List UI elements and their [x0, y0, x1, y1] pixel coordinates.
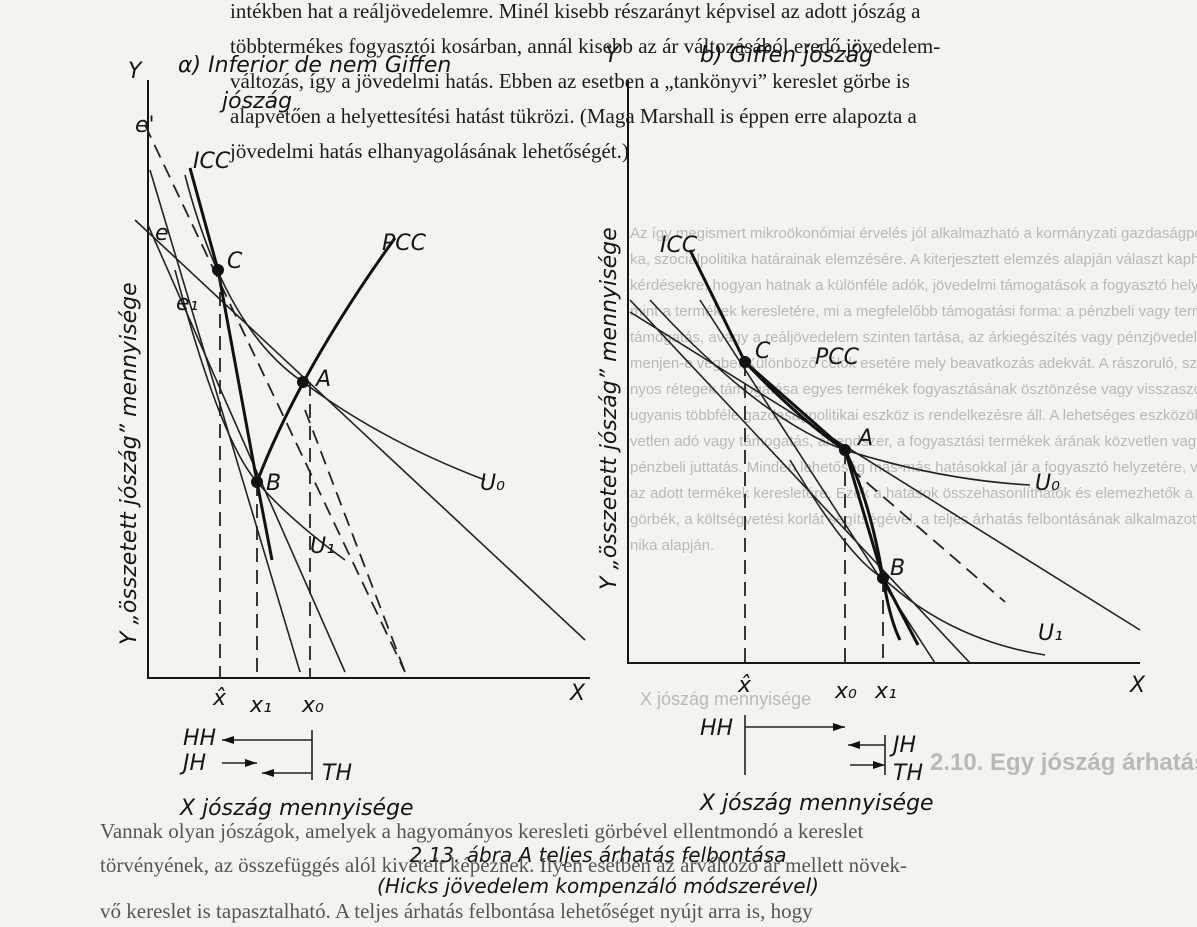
bleed-line: nika alapján. [630, 537, 714, 554]
point [251, 476, 263, 488]
pcc-curve [743, 360, 902, 641]
text-line: törvényének, az összefüggés alól kivétel… [100, 853, 907, 877]
budget-line [147, 224, 346, 673]
label: PCC [382, 231, 427, 256]
label: HH [183, 726, 216, 751]
faint-axis: X jószág mennyisége [640, 689, 811, 709]
bleed-line: támogatás, avagy a reáljövedelem szinten… [630, 329, 1197, 346]
drop-line [219, 270, 311, 678]
text-line: jövedelmi hatás elhanyagolásának lehetős… [229, 139, 629, 163]
label: X [1129, 673, 1146, 698]
label: x₁ [249, 693, 272, 718]
bleed-line: ka, szociálpolitika határainak elemzésér… [630, 251, 1197, 268]
arrow-head [833, 723, 885, 769]
left-figure: Y α) Inferior de nem Giffen jószág e' IC… [117, 53, 590, 821]
icc-curve [188, 167, 274, 561]
point [297, 376, 309, 388]
arrow-line [745, 726, 885, 766]
title: jószág [219, 89, 292, 114]
y-axis-label: Y „összetett jószág” mennyisége [117, 282, 142, 645]
label: x₁ [874, 679, 897, 704]
text-line: intékben hat a reáljövedelemre. Minél ki… [230, 0, 921, 23]
bleed-line: menjen-e végbe. Különböző célok esetére … [630, 355, 1197, 372]
point [212, 264, 224, 276]
y-axis-label: Y „összetett jószág” mennyisége [597, 227, 622, 590]
label: U₁ [310, 534, 335, 559]
bleed-line: ugyanis többféle gazdaságpolitikai eszkö… [630, 407, 1197, 424]
arrow-tick [744, 715, 886, 775]
budget-line-dashed [144, 124, 406, 673]
point [877, 572, 889, 584]
point [839, 444, 851, 456]
arrow-line [222, 739, 312, 774]
label: A [856, 426, 873, 451]
label: PCC [815, 345, 860, 370]
label: U₀ [1035, 471, 1060, 496]
arrow-head [222, 736, 274, 777]
bleed-through: Az így megismert mikroökonómiai érvelés … [630, 225, 1197, 776]
faint-heading: 2.10. Egy jószág árhatása: a Giffen-hatá… [930, 749, 1197, 776]
bleed-line: pénzbeli juttatás. Minden lehetőség más-… [630, 459, 1197, 476]
budget-line-dashed [849, 467, 1006, 603]
label: TH [893, 761, 923, 786]
label: B [890, 556, 905, 581]
drop-line [744, 362, 884, 663]
label: JH [179, 751, 206, 776]
caption: (Hicks jövedelem kompenzáló módszerével) [377, 874, 819, 898]
text-line: többtermékes fogyasztói kosárban, annál … [230, 34, 940, 58]
pcc-curve [255, 237, 397, 483]
label: TH [322, 761, 352, 786]
text-line: változás, így a jövedelmi hatás. Ebben a… [230, 69, 910, 93]
label: HH [700, 716, 733, 741]
bleed-line: mint a termékek keresletére, mi a megfel… [630, 303, 1197, 320]
label: A [314, 367, 331, 392]
bleed-line: vetlen adó vagy támogatás, árrendszer, a… [630, 433, 1197, 450]
bleed-line: az adott termékek keresletére. Ezek a ha… [630, 485, 1197, 502]
label: JH [889, 733, 916, 758]
text-line: alapvetően a helyettesítési hatást tükrö… [230, 104, 918, 128]
caption: 2.13. ábra A teljes árhatás felbontása [410, 843, 787, 867]
label: X [569, 681, 586, 706]
label: e₁ [176, 291, 198, 316]
bleed-line: nyos rétegek támogatása egyes termékek f… [630, 381, 1197, 398]
bleed-line: Az így megismert mikroökonómiai érvelés … [630, 225, 1197, 242]
label: Y [128, 59, 143, 84]
title: α) Inferior de nem Giffen [178, 53, 451, 78]
budget-line [149, 169, 301, 673]
indifference-curve [174, 269, 346, 561]
point [739, 356, 751, 368]
axes [147, 80, 590, 679]
label: C [755, 339, 771, 364]
label: C [227, 249, 243, 274]
right-figure: Y b) Giffen jószág ICC C PCC A U₀ B U₁ Y… [597, 43, 1146, 816]
x-axis-label: X jószág mennyisége [699, 791, 934, 816]
bleed-line: görbék, a költségvetési korlát segítségé… [630, 511, 1197, 528]
text-line: Vannak olyan jószágok, amelyek a hagyomá… [100, 819, 863, 843]
label: ICC [660, 233, 698, 258]
x-axis-label: X jószág mennyisége [179, 796, 414, 821]
bleed-line: kérdésekre, hogyan hatnak a különféle ad… [630, 277, 1197, 294]
text-line: vő kereslet is tapasztalható. A teljes á… [100, 899, 813, 923]
label: x₀ [301, 693, 324, 718]
label: e [155, 221, 169, 246]
budget-line-dashed [304, 409, 406, 673]
bottom-text: Vannak olyan jószágok, amelyek a hagyomá… [100, 819, 907, 923]
label: e' [135, 113, 155, 138]
label: U₁ [1038, 621, 1063, 646]
label: x̂ [737, 673, 752, 698]
label: x₀ [834, 679, 857, 704]
top-text: intékben hat a reáljövedelemre. Minél ki… [229, 0, 940, 163]
label: x̂ [212, 686, 227, 711]
title: b) Giffen jószág [700, 43, 873, 68]
label: U₀ [480, 471, 505, 496]
label: Y [605, 43, 620, 68]
label: B [266, 471, 281, 496]
label: ICC [193, 149, 231, 174]
budget-line [134, 219, 586, 641]
